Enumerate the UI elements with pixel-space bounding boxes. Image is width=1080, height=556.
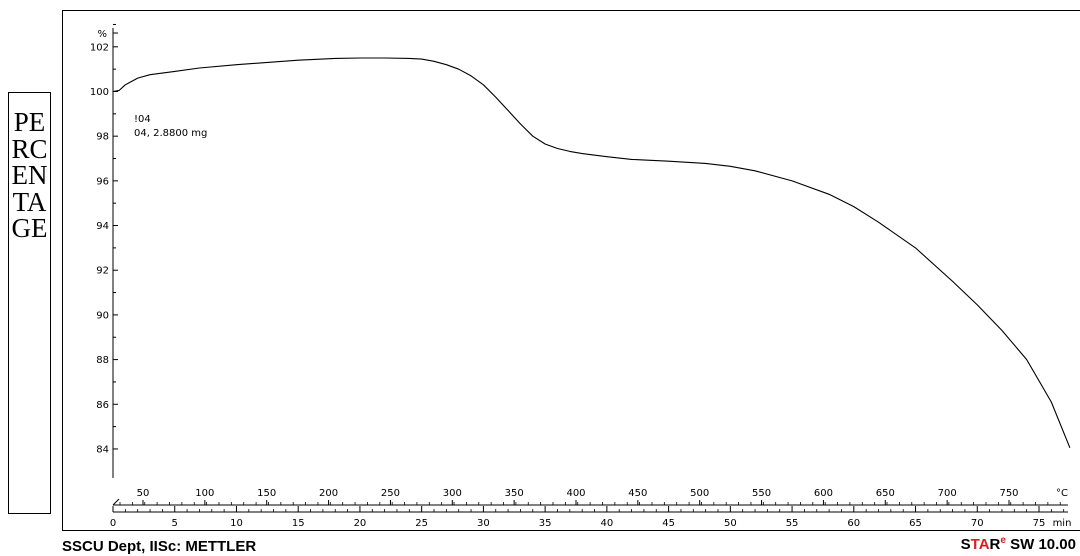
temperature-tick-label: 400 (566, 488, 585, 499)
temperature-tick-label: 700 (938, 488, 957, 499)
footer-brand-sup: e (1000, 535, 1006, 546)
x-axis: 50 100 150 200 250 300 350 400 450 500 550 600 650 70… (110, 488, 1072, 529)
time-tick-label: 25 (415, 518, 428, 529)
temperature-tick-label: 150 (257, 488, 276, 499)
y-tick-label: 92 (96, 266, 109, 277)
time-tick-label: 20 (354, 518, 367, 529)
annotation-line2: 04, 2.8800 mg (134, 128, 207, 139)
series-line-0 (112, 57, 1071, 449)
temperature-tick-label: 650 (876, 488, 895, 499)
time-tick-label: 0 (110, 518, 116, 529)
y-tick-label: 96 (96, 176, 109, 187)
time-tick-label: 65 (909, 518, 922, 529)
footer-software-label: STARe SW 10.00 (961, 535, 1076, 553)
footer-version: SW 10.00 (1005, 536, 1076, 553)
temperature-tick-label: 50 (137, 488, 150, 499)
time-tick-label: 70 (971, 518, 984, 529)
time-tick-label: 75 (1033, 518, 1046, 529)
y-tick-label: 90 (96, 310, 109, 321)
footer-brand-r: R (989, 536, 1001, 553)
temperature-tick-label: 200 (319, 488, 338, 499)
time-tick-label: 40 (600, 518, 613, 529)
plot-frame (62, 10, 1080, 531)
time-tick-label: 35 (539, 518, 552, 529)
y-axis-label: PERCENTAGE (11, 107, 48, 243)
y-tick-label: 84 (96, 444, 109, 455)
time-unit: min (1053, 518, 1072, 529)
temperature-axis-start-mark (112, 498, 120, 506)
y-axis-unit: % (97, 29, 107, 40)
series-group (112, 57, 1071, 449)
temperature-tick-label: 450 (628, 488, 647, 499)
y-tick-label: 98 (96, 132, 109, 143)
time-tick-label: 30 (477, 518, 490, 529)
y-axis: % 84 86 88 90 92 94 96 98 100 102 (90, 23, 118, 478)
time-tick-label: 45 (662, 518, 675, 529)
time-tick-label: 10 (230, 518, 243, 529)
y-tick-label: 86 (96, 400, 109, 411)
time-tick-label: 50 (724, 518, 737, 529)
temperature-tick-label: 600 (814, 488, 833, 499)
temperature-tick-label: 500 (690, 488, 709, 499)
time-tick-label: 5 (172, 518, 178, 529)
y-tick-label: 94 (96, 221, 109, 232)
temperature-tick-label: 250 (381, 488, 400, 499)
temperature-tick-label: 350 (505, 488, 524, 499)
temperature-tick-label: 100 (195, 488, 214, 499)
temperature-tick-label: 300 (443, 488, 462, 499)
annotation-line1: !04 (134, 114, 151, 125)
time-tick-label: 60 (847, 518, 860, 529)
footer-brand-ta: TA (970, 536, 990, 553)
footer-brand-s: S (960, 536, 971, 553)
annotation: !04 04, 2.8800 mg (134, 114, 207, 139)
y-tick-label: 100 (90, 87, 109, 98)
temperature-tick-label: 750 (999, 488, 1018, 499)
y-tick-label: 88 (96, 355, 109, 366)
y-axis-label-box: PERCENTAGE (8, 92, 51, 514)
temperature-tick-label: 550 (752, 488, 771, 499)
time-tick-label: 15 (292, 518, 305, 529)
temperature-unit: °C (1056, 488, 1068, 499)
time-tick-label: 55 (786, 518, 799, 529)
footer-instrument-label: SSCU Dept, IISc: METTLER (62, 538, 257, 555)
y-tick-label: 102 (90, 42, 109, 53)
